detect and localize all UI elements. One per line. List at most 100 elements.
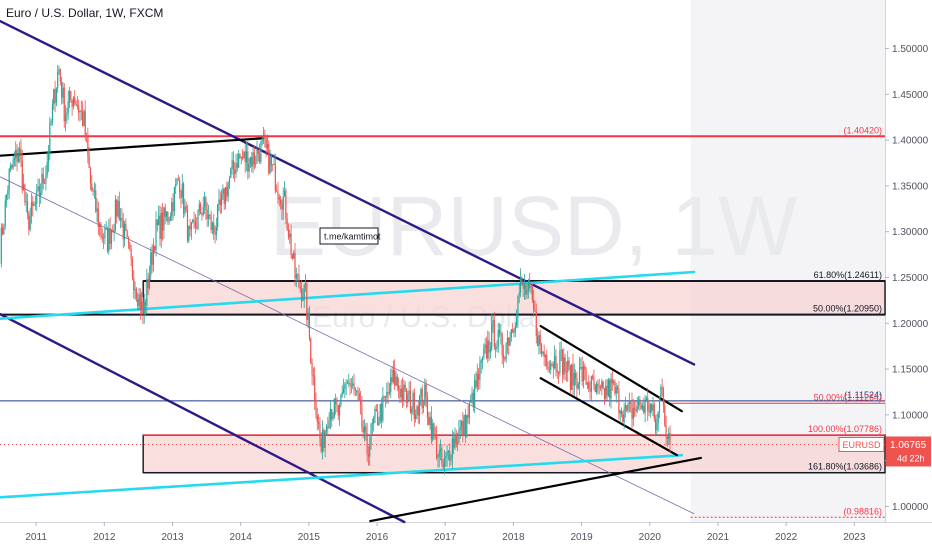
candle-body — [105, 228, 107, 230]
candle — [474, 374, 476, 414]
candle — [112, 224, 114, 233]
support-line-1 — [0, 453, 684, 499]
candle — [509, 331, 511, 347]
candle-body — [130, 248, 132, 259]
candle — [640, 402, 642, 410]
candle — [455, 429, 457, 448]
candle — [302, 288, 304, 302]
candle-body — [382, 396, 384, 421]
candle — [16, 144, 18, 172]
candle-body — [428, 417, 430, 425]
candle — [484, 338, 486, 354]
candle-body — [358, 393, 360, 402]
candle — [647, 387, 649, 422]
candle-body — [514, 325, 516, 333]
candle — [611, 370, 613, 392]
candle — [552, 361, 554, 379]
candle — [146, 268, 148, 314]
candle-body — [28, 213, 30, 230]
candle — [369, 436, 371, 466]
candle — [479, 356, 481, 390]
candle-body — [259, 154, 261, 162]
candle — [447, 450, 450, 461]
candle — [434, 426, 436, 440]
candle-body — [378, 421, 380, 425]
candle — [186, 204, 189, 243]
y-tick-label-4: 1.40000 — [892, 136, 929, 147]
candle — [266, 134, 269, 153]
x-tick-label-11: 2021 — [707, 532, 730, 543]
candle-body — [123, 223, 126, 240]
candle-body — [82, 111, 84, 126]
candle-body — [572, 364, 574, 386]
candle-body — [243, 151, 245, 159]
candle-body — [589, 388, 591, 392]
candle — [270, 153, 273, 172]
candle-body — [78, 106, 80, 113]
candle-body — [657, 411, 659, 423]
candle — [666, 433, 668, 447]
candle-body — [598, 386, 600, 388]
candle-body — [36, 190, 38, 204]
candle-body — [498, 329, 501, 335]
candle-body — [552, 364, 554, 369]
candle — [181, 173, 183, 204]
candle — [458, 419, 460, 445]
candle — [576, 371, 578, 398]
candle-body — [5, 194, 8, 201]
x-tick-label-1: 2011 — [25, 532, 47, 543]
candle-body — [245, 151, 248, 163]
candle-body — [363, 426, 366, 433]
candle-body — [79, 110, 81, 113]
candle — [557, 371, 560, 384]
candle — [26, 193, 29, 220]
candle — [281, 199, 283, 220]
candle-body — [669, 433, 671, 445]
candle — [594, 383, 596, 393]
candle — [488, 331, 490, 362]
candle-body — [247, 151, 249, 172]
candle-body — [182, 183, 185, 214]
candle — [485, 336, 488, 360]
candle-body — [580, 366, 582, 368]
candle-body — [620, 410, 623, 415]
candle-body — [155, 219, 157, 251]
candle — [118, 191, 120, 221]
candle — [315, 392, 317, 419]
candle — [405, 388, 408, 409]
candle-body — [544, 355, 547, 357]
candle — [252, 146, 254, 174]
candle-body — [59, 69, 61, 82]
candle-body — [235, 163, 237, 174]
candle-body — [277, 191, 279, 197]
candle-body — [510, 329, 512, 338]
candle-body — [476, 373, 478, 388]
candle — [467, 405, 469, 424]
candle — [244, 143, 246, 173]
candle — [197, 209, 199, 231]
candle — [504, 356, 506, 362]
price-badge-value: 1.06765 — [890, 440, 927, 451]
candle-body — [362, 426, 364, 433]
candle — [57, 64, 59, 93]
candle — [449, 443, 451, 468]
candle-body — [188, 225, 190, 241]
candle-body — [100, 223, 102, 236]
candle — [154, 245, 156, 254]
level-label-3: 50.00%(1.20950) — [813, 304, 882, 314]
candle-body — [391, 377, 393, 382]
candle — [214, 225, 216, 244]
candle — [543, 344, 545, 366]
candle-body — [477, 373, 480, 380]
candle — [215, 217, 217, 241]
candle — [580, 358, 582, 370]
candle — [278, 194, 280, 207]
candle-body — [325, 426, 328, 432]
candle — [276, 184, 278, 193]
candle-body — [295, 274, 297, 279]
candle — [371, 418, 373, 435]
candle — [421, 384, 423, 415]
candle-body — [63, 87, 65, 121]
candle-body — [438, 450, 440, 457]
